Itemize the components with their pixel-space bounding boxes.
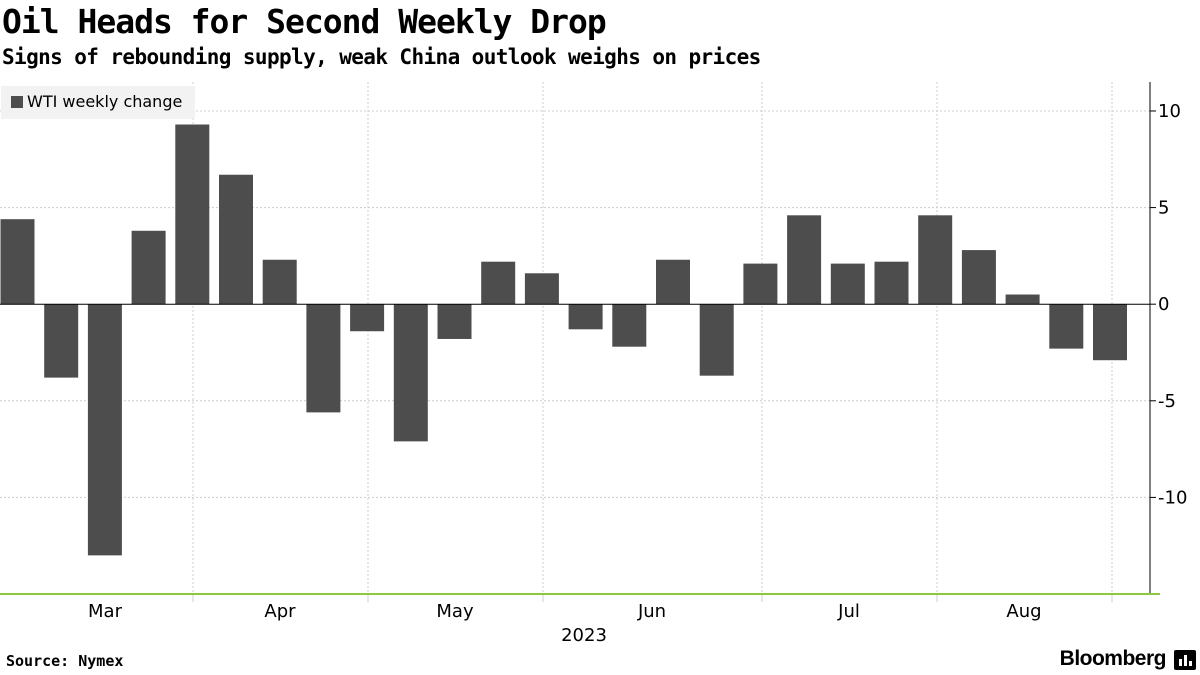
- bar: [830, 263, 865, 305]
- bar: [612, 304, 647, 347]
- bar: [437, 304, 472, 339]
- source-note: Source: Nymex: [6, 652, 124, 670]
- bar: [699, 304, 734, 376]
- y-tick-label: 0: [1158, 294, 1169, 315]
- legend-swatch: [11, 96, 23, 108]
- bar: [874, 261, 909, 305]
- bar: [918, 215, 953, 305]
- grid-lines: [0, 82, 1150, 594]
- axes: 10 5 0 -5 -10 Mar Apr May Jun Jul Aug 2023: [0, 82, 1187, 646]
- x-tick-label: Mar: [88, 601, 123, 622]
- bar: [0, 219, 35, 305]
- x-tick-label: May: [436, 601, 474, 622]
- bar: [306, 304, 341, 413]
- bar: [787, 215, 822, 305]
- bar: [44, 304, 79, 378]
- legend-label: WTI weekly change: [27, 92, 183, 111]
- x-year-label: 2023: [561, 625, 607, 646]
- bar: [524, 273, 559, 305]
- x-tick-label: Aug: [1006, 601, 1041, 622]
- bar: [568, 304, 603, 330]
- bar: [481, 261, 516, 305]
- bloomberg-logo-icon: [1174, 650, 1196, 670]
- bar: [219, 174, 253, 305]
- bars: [0, 124, 1127, 556]
- x-tick-label: Jun: [637, 601, 666, 622]
- x-tick-label: Jul: [837, 601, 860, 622]
- bar: [175, 124, 210, 305]
- y-tick-label: -5: [1158, 391, 1176, 412]
- y-tick-label: -10: [1158, 487, 1187, 508]
- x-tick-label: Apr: [264, 601, 296, 622]
- bloomberg-logo: Bloomberg: [1059, 647, 1167, 670]
- bar: [656, 259, 690, 305]
- bar: [1005, 294, 1040, 305]
- bar: [131, 230, 166, 305]
- legend: WTI weekly change: [1, 86, 195, 119]
- y-tick-label: 10: [1158, 101, 1181, 122]
- bar: [1049, 304, 1084, 349]
- bar: [1093, 304, 1127, 361]
- bar: [262, 259, 297, 305]
- chart-title: Oil Heads for Second Weekly Drop: [2, 2, 607, 41]
- bar: [743, 263, 778, 305]
- bar: [961, 250, 996, 305]
- bar: [350, 304, 385, 332]
- y-tick-label: 5: [1158, 198, 1169, 219]
- chart-subtitle: Signs of rebounding supply, weak China o…: [2, 45, 761, 69]
- bar: [87, 304, 122, 556]
- bar: [393, 304, 428, 442]
